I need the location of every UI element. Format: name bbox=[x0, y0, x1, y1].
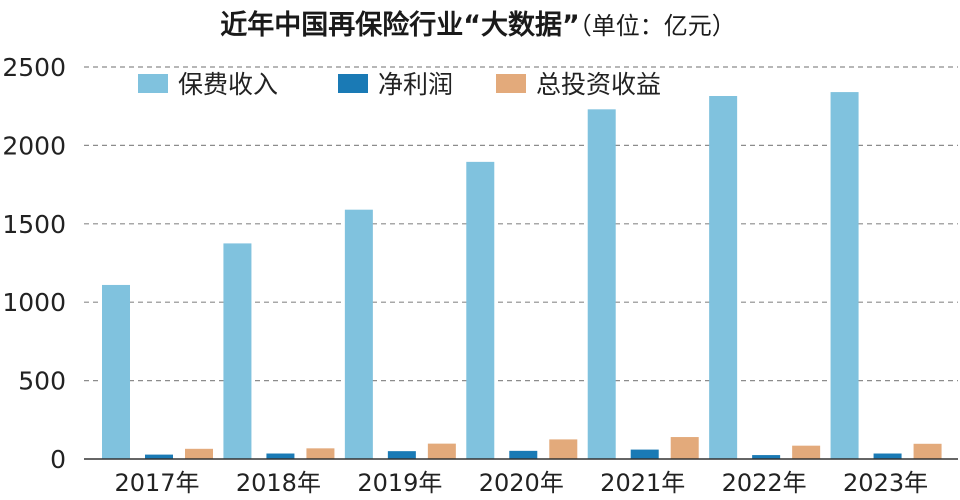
bar bbox=[344, 209, 373, 459]
bar bbox=[670, 437, 699, 459]
x-tick-label: 2017年 bbox=[114, 469, 199, 497]
x-tick-label: 2022年 bbox=[722, 469, 807, 497]
bar bbox=[185, 448, 213, 459]
bar bbox=[709, 96, 738, 460]
chart-title: 近年中国再保险行业“大数据”（单位：亿元） bbox=[220, 9, 736, 41]
legend-swatch bbox=[496, 74, 526, 93]
bar bbox=[102, 284, 130, 459]
bar bbox=[223, 243, 252, 459]
y-axis-ticks: 0 500 1000 1500 2000 2500 bbox=[2, 53, 66, 474]
y-tick-label: 1500 bbox=[2, 210, 66, 239]
bar bbox=[145, 454, 173, 459]
bar bbox=[549, 439, 578, 459]
y-tick-label: 1000 bbox=[2, 288, 66, 317]
y-tick-label: 2000 bbox=[2, 131, 66, 160]
chart-unit-text: （单位：亿元） bbox=[580, 12, 736, 40]
x-tick-label: 2021年 bbox=[600, 469, 685, 497]
x-tick-label: 2020年 bbox=[479, 469, 564, 497]
legend-label: 净利润 bbox=[378, 70, 453, 99]
bar bbox=[630, 449, 659, 459]
bar bbox=[873, 453, 902, 459]
bar bbox=[266, 453, 295, 459]
bar bbox=[306, 448, 335, 459]
legend-label: 总投资收益 bbox=[536, 70, 661, 99]
x-axis-ticks: 2017年 2018年 2019年 2020年 2021年 2022年 2023年 bbox=[114, 469, 928, 497]
bar bbox=[466, 161, 495, 459]
chart-title-text: 近年中国再保险行业“大数据” bbox=[220, 9, 580, 41]
bar bbox=[587, 109, 616, 459]
gridlines bbox=[84, 66, 958, 382]
x-tick-label: 2019年 bbox=[357, 469, 442, 497]
bar bbox=[509, 450, 538, 459]
x-tick-label: 2023年 bbox=[843, 469, 928, 497]
y-tick-label: 2500 bbox=[2, 53, 66, 82]
bar bbox=[830, 92, 859, 459]
legend: 保费收入 净利润 总投资收益 bbox=[138, 70, 661, 99]
bar bbox=[913, 443, 942, 459]
y-tick-label: 0 bbox=[50, 445, 66, 474]
legend-swatch bbox=[138, 74, 168, 93]
bar bbox=[387, 451, 416, 459]
legend-label: 保费收入 bbox=[178, 70, 278, 99]
bars bbox=[102, 92, 942, 460]
legend-swatch bbox=[338, 74, 368, 93]
bar bbox=[792, 445, 821, 459]
bar bbox=[427, 443, 456, 459]
x-tick-label: 2018年 bbox=[236, 469, 321, 497]
y-tick-label: 500 bbox=[18, 367, 66, 396]
svg-text:近年中国再保险行业“大数据”（单位：亿元）: 近年中国再保险行业“大数据”（单位：亿元） bbox=[220, 9, 736, 41]
bar bbox=[752, 455, 781, 459]
